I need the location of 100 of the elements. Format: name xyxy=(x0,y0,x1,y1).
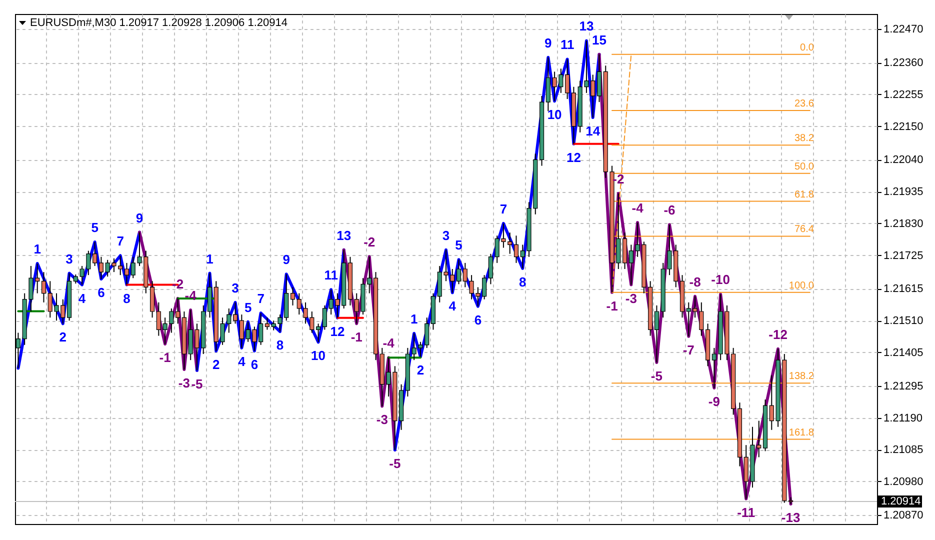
y-tick-label: 1.21405 xyxy=(884,346,924,359)
annotation: 10 xyxy=(311,348,326,364)
annotation: 10 xyxy=(547,107,562,122)
series-label: 23.6 xyxy=(794,98,814,110)
annotation: -12 xyxy=(768,326,788,342)
y-tick-label: 1.22255 xyxy=(884,88,924,101)
annotation: -9 xyxy=(708,394,720,409)
series-label: 100.0 xyxy=(788,280,814,292)
annotation: 3 xyxy=(442,228,450,243)
annotation: 1 xyxy=(206,251,214,266)
candlestick xyxy=(565,58,570,100)
annotation: 8 xyxy=(519,274,526,290)
y-tick-label: 1.21510 xyxy=(884,315,924,328)
annotation: 5 xyxy=(244,300,252,315)
annotation: 13 xyxy=(579,18,594,34)
y-tick-label: 1.21615 xyxy=(884,283,924,296)
annotation: 11 xyxy=(324,268,338,283)
y-tick-label: 1.21190 xyxy=(884,412,922,424)
annotation: 1 xyxy=(34,242,41,257)
annotation: 7 xyxy=(257,291,264,306)
annotation: -7 xyxy=(682,342,694,358)
annotation: -3 xyxy=(625,290,637,306)
annotation: 11 xyxy=(560,37,574,52)
annotation: -5 xyxy=(191,376,203,392)
candlestick xyxy=(628,244,634,286)
annotation: -1 xyxy=(350,330,362,345)
annotation: 8 xyxy=(276,338,284,353)
annotation: -10 xyxy=(711,272,730,288)
annotation: 12 xyxy=(330,324,345,339)
annotation: 14 xyxy=(586,124,601,139)
candlestick xyxy=(488,253,493,285)
series-label: 50.0 xyxy=(794,161,814,172)
annotation: 5 xyxy=(455,238,462,253)
candlestick xyxy=(456,259,462,285)
candlestick xyxy=(654,304,659,363)
chart-title: EURUSDm#,M30 1.20917 1.20928 1.20906 1.20914 xyxy=(30,17,288,29)
candlestick xyxy=(239,314,244,348)
y-tick-label: 1.21295 xyxy=(884,380,924,392)
y-tick-label: 1.22470 xyxy=(884,24,924,36)
annotation: 7 xyxy=(500,201,508,216)
candlestick xyxy=(514,235,519,264)
annotation: -1 xyxy=(159,350,171,365)
y-tick-label: 1.20980 xyxy=(884,476,924,488)
candlestick xyxy=(92,241,98,266)
series-label: 76.4 xyxy=(794,224,814,236)
annotation: 9 xyxy=(136,210,144,226)
series-label: 161.8 xyxy=(788,427,814,438)
annotation: -5 xyxy=(650,368,662,384)
annotation: 13 xyxy=(336,228,352,243)
annotation: 6 xyxy=(98,285,105,300)
series-label: 61.8 xyxy=(794,189,814,200)
annotation: 8 xyxy=(123,290,130,306)
annotation: 2 xyxy=(59,330,67,345)
annotation: 4 xyxy=(78,290,86,306)
candlestick xyxy=(233,302,238,324)
candlestick xyxy=(316,323,321,343)
annotation: 3 xyxy=(232,280,239,296)
annotation: 6 xyxy=(250,356,258,372)
candlestick xyxy=(712,347,716,388)
candlestick xyxy=(264,317,270,330)
annotation: -4 xyxy=(632,200,644,216)
y-tick-label: 1.20870 xyxy=(884,509,924,522)
series-label: 38.2 xyxy=(794,133,814,144)
annotation: 4 xyxy=(448,298,457,314)
y-tick-label: 1.22150 xyxy=(884,120,924,133)
candlestick xyxy=(482,274,487,300)
annotation: -3 xyxy=(376,412,388,428)
annotation: 15 xyxy=(592,32,606,48)
y-tick-label: 1.22360 xyxy=(884,57,924,70)
ref-line-label: 1.20914 xyxy=(881,496,921,508)
annotation: 2 xyxy=(416,362,424,378)
annotation: 6 xyxy=(474,312,482,328)
annotation: 9 xyxy=(544,35,552,50)
series-label: 0.0 xyxy=(800,42,814,54)
candlestick xyxy=(98,256,104,280)
annotation: -1 xyxy=(606,298,618,314)
candlestick xyxy=(41,272,46,303)
annotation: -2 xyxy=(172,276,184,292)
y-tick-label: 1.21085 xyxy=(884,444,924,456)
annotation: 3 xyxy=(66,251,73,266)
series-label: 138.2 xyxy=(788,371,814,382)
annotation: -8 xyxy=(689,274,701,290)
annotation: -13 xyxy=(781,510,800,525)
y-tick-label: 1.21935 xyxy=(884,186,924,198)
candlestick xyxy=(290,286,296,306)
annotation: 2 xyxy=(212,356,220,372)
annotation: 5 xyxy=(91,220,98,235)
candlestick xyxy=(124,262,130,286)
candlestick xyxy=(176,298,180,324)
annotation: 7 xyxy=(116,234,124,249)
annotation: -6 xyxy=(664,202,676,218)
annotation: -3 xyxy=(178,375,190,390)
y-tick-label: 1.21725 xyxy=(884,250,924,262)
candlestick xyxy=(258,312,264,346)
y-tick-label: 1.21830 xyxy=(884,218,924,230)
annotation: -11 xyxy=(737,504,756,520)
annotation: -4 xyxy=(382,336,396,351)
annotation: 1 xyxy=(410,311,418,326)
annotation: -2 xyxy=(364,234,376,250)
annotation: -5 xyxy=(389,456,401,471)
